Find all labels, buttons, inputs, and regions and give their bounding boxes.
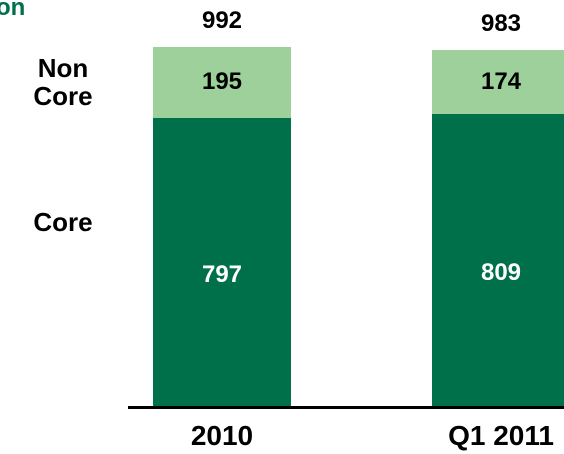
legend-label: Non Core bbox=[33, 53, 93, 111]
legend-label: Core bbox=[33, 207, 93, 237]
x-axis-line bbox=[128, 406, 564, 409]
bar-segment bbox=[153, 117, 291, 408]
value-label: 797 bbox=[201, 260, 243, 288]
chart-title: on bbox=[0, 0, 26, 21]
bar-segment bbox=[432, 113, 564, 408]
bar-segment bbox=[153, 46, 291, 118]
x-tick-label: Q1 2011 bbox=[448, 420, 554, 451]
total-label: 983 bbox=[480, 10, 522, 38]
total-label: 992 bbox=[201, 6, 243, 34]
value-label: 809 bbox=[480, 258, 522, 286]
value-label: 195 bbox=[201, 68, 243, 96]
x-tick-label: 2010 bbox=[190, 420, 254, 451]
value-label: 174 bbox=[480, 67, 522, 95]
bar-segment bbox=[432, 50, 564, 114]
